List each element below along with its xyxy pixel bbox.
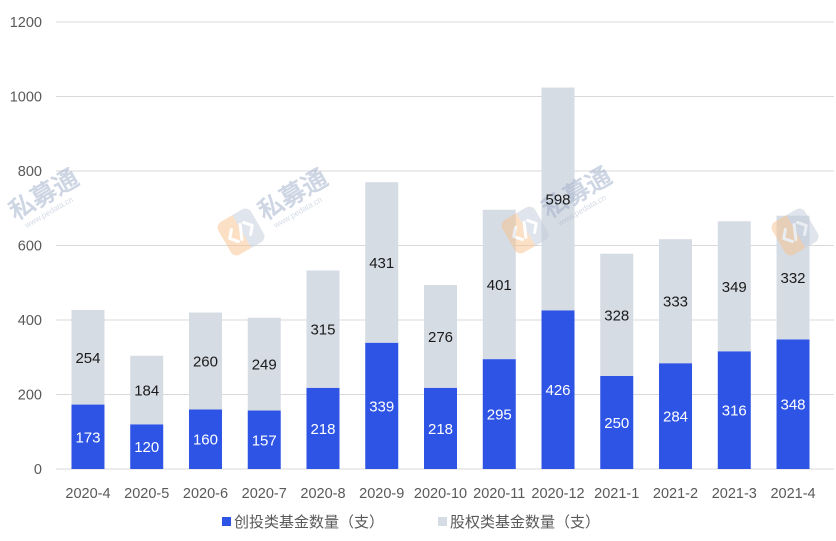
data-label-venture-fund: 218 bbox=[428, 421, 453, 438]
x-tick-label: 2020-9 bbox=[359, 486, 404, 502]
bar-segment-venture-fund bbox=[247, 410, 281, 469]
data-label-equity-fund: 328 bbox=[604, 307, 629, 324]
bar-segment-equity-fund bbox=[600, 253, 634, 376]
x-tick-label: 2020-5 bbox=[124, 486, 169, 502]
legend-label: 股权类基金数量（支） bbox=[450, 514, 600, 531]
y-axis-tick-labels: 0 200 400 600 800 1000 1200 bbox=[10, 15, 42, 478]
x-tick-label: 2021-1 bbox=[594, 486, 639, 502]
data-label-venture-fund: 284 bbox=[663, 409, 688, 426]
data-label-equity-fund: 184 bbox=[134, 383, 159, 400]
x-tick-label: 2020-10 bbox=[414, 486, 467, 502]
data-label-equity-fund: 431 bbox=[369, 255, 394, 272]
watermark bbox=[769, 206, 821, 258]
watermark-logo-icon bbox=[769, 206, 821, 258]
bar-segment-venture-fund bbox=[365, 342, 399, 469]
bar-segment-venture-fund bbox=[541, 310, 575, 469]
bar-segment-venture-fund bbox=[306, 387, 340, 469]
bar-segment-equity-fund bbox=[306, 270, 340, 388]
x-tick-label: 2020-7 bbox=[242, 486, 287, 502]
x-tick-label: 2020-12 bbox=[531, 486, 584, 502]
data-label-venture-fund: 173 bbox=[75, 429, 100, 446]
data-label-venture-fund: 157 bbox=[252, 432, 277, 449]
x-tick-label: 2021-4 bbox=[770, 486, 815, 502]
bar-segment-venture-fund bbox=[600, 375, 634, 469]
y-tick-label: 1200 bbox=[10, 15, 42, 31]
x-tick-label: 2021-2 bbox=[653, 486, 698, 502]
bar-segment-venture-fund bbox=[188, 409, 222, 469]
x-tick-label: 2020-11 bbox=[473, 486, 525, 502]
x-axis-tick-labels: 2020-4 2020-5 2020-6 2020-7 2020-8 2020-9 2020… bbox=[65, 486, 815, 502]
watermark-logo-right-half bbox=[232, 206, 267, 248]
y-tick-label: 800 bbox=[18, 164, 42, 180]
data-label-equity-fund: 332 bbox=[781, 270, 806, 287]
data-label-venture-fund: 316 bbox=[722, 403, 747, 420]
bar-segment-equity-fund bbox=[130, 355, 164, 425]
bar-segment-venture-fund bbox=[659, 363, 693, 469]
y-tick-label: 1000 bbox=[10, 90, 42, 106]
watermark-logo-icon bbox=[215, 206, 267, 258]
legend: 创投类基金数量（支） 股权类基金数量（支） bbox=[222, 514, 600, 531]
watermark-arrows-icon bbox=[512, 218, 538, 242]
data-label-equity-fund: 401 bbox=[487, 277, 512, 294]
legend-item-venture-fund: 创投类基金数量（支） bbox=[222, 514, 384, 531]
data-label-equity-fund: 333 bbox=[663, 294, 688, 311]
data-label-venture-fund: 348 bbox=[781, 397, 806, 414]
data-labels: 173 254 120 184 160 260 157 249 218 315 339 431 218 2… bbox=[75, 191, 805, 456]
x-tick-label: 2020-8 bbox=[300, 486, 345, 502]
watermark-arrows-icon bbox=[782, 220, 808, 244]
data-label-equity-fund: 254 bbox=[75, 350, 100, 367]
bar-segment-venture-fund bbox=[482, 359, 516, 469]
data-label-venture-fund: 218 bbox=[310, 421, 335, 438]
bars bbox=[71, 87, 810, 469]
legend-swatch bbox=[222, 517, 231, 526]
x-tick-label: 2021-3 bbox=[712, 486, 757, 502]
data-label-venture-fund: 339 bbox=[369, 398, 394, 415]
watermark-logo-right-half bbox=[786, 206, 821, 248]
watermark: 私募通 www.pedata.cn bbox=[215, 164, 332, 258]
bar-segment-venture-fund bbox=[776, 339, 810, 469]
legend-label: 创投类基金数量（支） bbox=[234, 514, 384, 531]
data-label-equity-fund: 260 bbox=[193, 353, 218, 370]
x-tick-label: 2020-6 bbox=[183, 486, 228, 502]
data-label-equity-fund: 276 bbox=[428, 329, 453, 346]
y-tick-label: 400 bbox=[18, 313, 42, 329]
data-label-equity-fund: 249 bbox=[252, 357, 277, 374]
legend-swatch bbox=[438, 517, 447, 526]
bar-segment-equity-fund bbox=[541, 87, 575, 311]
y-tick-label: 200 bbox=[18, 388, 42, 404]
bar-segment-equity-fund bbox=[247, 317, 281, 411]
data-label-venture-fund: 426 bbox=[545, 382, 570, 399]
data-label-equity-fund: 349 bbox=[722, 279, 747, 296]
bar-segment-equity-fund bbox=[188, 312, 222, 410]
data-label-venture-fund: 120 bbox=[134, 439, 159, 456]
bar-segment-equity-fund bbox=[365, 182, 399, 343]
y-tick-label: 600 bbox=[18, 239, 42, 255]
data-label-venture-fund: 160 bbox=[193, 432, 218, 449]
bar-segment-venture-fund bbox=[130, 424, 164, 469]
bar-segment-equity-fund bbox=[424, 284, 457, 388]
bar-segment-venture-fund bbox=[717, 351, 751, 469]
data-label-venture-fund: 250 bbox=[604, 415, 629, 432]
bar-segment-equity-fund bbox=[659, 239, 693, 364]
data-label-venture-fund: 295 bbox=[487, 407, 512, 424]
data-label-equity-fund: 315 bbox=[310, 322, 335, 339]
data-label-equity-fund: 598 bbox=[545, 191, 570, 208]
watermark-logo-right-half bbox=[516, 204, 551, 246]
x-tick-label: 2020-4 bbox=[65, 486, 110, 502]
y-tick-label: 0 bbox=[34, 462, 42, 478]
bar-segment-venture-fund bbox=[71, 404, 105, 469]
bar-segment-equity-fund bbox=[717, 221, 751, 352]
watermarks: 私募通 www.pedata.cn 私募通 www.pedata.cn bbox=[5, 162, 821, 258]
bar-segment-equity-fund bbox=[71, 309, 105, 405]
watermark-arrows-icon bbox=[228, 220, 254, 244]
watermark-logo-icon bbox=[499, 204, 551, 256]
legend-item-equity-fund: 股权类基金数量（支） bbox=[438, 514, 600, 531]
bar-segment-venture-fund bbox=[424, 387, 457, 469]
